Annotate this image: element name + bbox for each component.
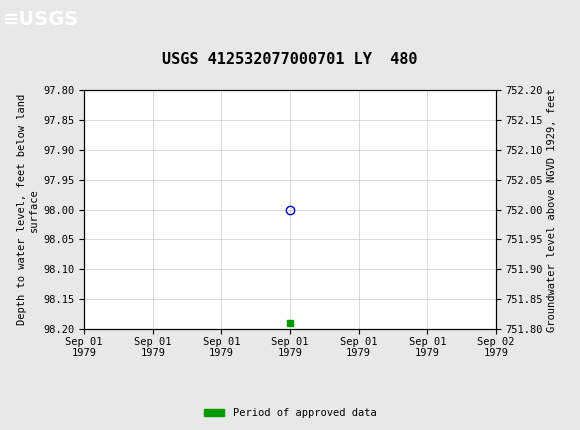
Y-axis label: Depth to water level, feet below land
surface: Depth to water level, feet below land su… xyxy=(17,94,39,325)
Legend: Period of approved data: Period of approved data xyxy=(200,404,380,423)
Text: ≡USGS: ≡USGS xyxy=(3,10,79,29)
Text: USGS 412532077000701 LY  480: USGS 412532077000701 LY 480 xyxy=(162,52,418,67)
Y-axis label: Groundwater level above NGVD 1929, feet: Groundwater level above NGVD 1929, feet xyxy=(548,88,557,332)
